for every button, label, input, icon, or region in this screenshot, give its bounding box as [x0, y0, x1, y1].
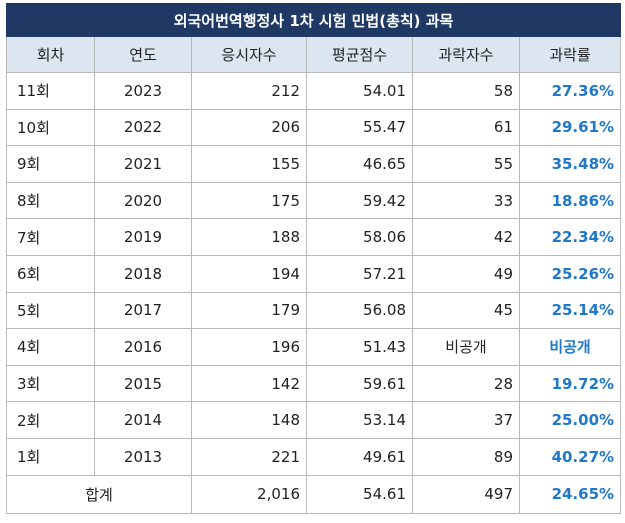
fails-cell: 33: [412, 181, 520, 220]
round-cell: 3회: [6, 364, 95, 403]
round-cell: 7회: [6, 218, 95, 256]
year-cell: 2023: [94, 72, 192, 110]
round-cell: 5회: [6, 291, 95, 330]
average-cell: 55.47: [306, 108, 413, 147]
column-header-year: 연도: [94, 36, 192, 73]
table-title: 외국어번역행정사 1차 시험 민법(총칙) 과목: [5, 3, 622, 37]
round-cell: 4회: [6, 328, 95, 366]
year-cell: 2022: [94, 108, 192, 147]
table-row: 3회 2015 142 59.61 28 19.72%: [6, 364, 622, 403]
average-cell: 57.21: [306, 254, 413, 293]
average-cell: 54.01: [306, 72, 413, 110]
fails-cell: 28: [412, 364, 520, 403]
table-body: 11회 2023 212 54.01 58 27.36% 10회 2022 206 55.47 61…: [6, 72, 622, 476]
column-header-round: 회차: [6, 36, 95, 73]
fail-rate-cell: 35.48%: [518, 145, 622, 183]
total-average: 54.61: [306, 474, 413, 514]
table-row: 9회 2021 155 46.65 55 35.48%: [6, 145, 622, 183]
fail-rate-cell: 29.61%: [518, 108, 622, 147]
table-row: 11회 2023 212 54.01 58 27.36%: [6, 72, 622, 110]
year-cell: 2017: [94, 291, 192, 330]
round-cell: 6회: [6, 254, 95, 293]
average-cell: 53.14: [306, 401, 413, 439]
year-cell: 2019: [94, 218, 192, 256]
examinees-cell: 212: [191, 72, 307, 110]
year-cell: 2018: [94, 254, 192, 293]
round-cell: 11회: [6, 72, 95, 110]
table-row: 4회 2016 196 51.43 비공개 비공개: [6, 328, 622, 366]
fails-cell: 45: [412, 291, 520, 330]
examinees-cell: 142: [191, 364, 307, 403]
column-header-fails: 과락자수: [412, 36, 520, 73]
column-header-average: 평균점수: [306, 36, 413, 73]
examinees-cell: 155: [191, 145, 307, 183]
fail-rate-cell: 19.72%: [518, 364, 622, 403]
round-cell: 2회: [6, 401, 95, 439]
round-cell: 9회: [6, 145, 95, 183]
examinees-cell: 221: [191, 437, 307, 476]
total-row: 합계 2,016 54.61 497 24.65%: [6, 474, 622, 514]
year-cell: 2021: [94, 145, 192, 183]
table-row: 2회 2014 148 53.14 37 25.00%: [6, 401, 622, 439]
year-cell: 2016: [94, 328, 192, 366]
total-fails: 497: [412, 474, 520, 514]
fails-cell: 49: [412, 254, 520, 293]
table-row: 8회 2020 175 59.42 33 18.86%: [6, 181, 622, 220]
average-cell: 46.65: [306, 145, 413, 183]
table-row: 5회 2017 179 56.08 45 25.14%: [6, 291, 622, 330]
year-cell: 2020: [94, 181, 192, 220]
fail-rate-cell: 비공개: [518, 328, 622, 366]
examinees-cell: 148: [191, 401, 307, 439]
fail-rate-cell: 27.36%: [518, 72, 622, 110]
fail-rate-cell: 25.14%: [518, 291, 622, 330]
examinees-cell: 196: [191, 328, 307, 366]
total-fail-rate: 24.65%: [518, 474, 622, 514]
average-cell: 58.06: [306, 218, 413, 256]
stats-table-container: 외국어번역행정사 1차 시험 민법(총칙) 과목 회차 연도 응시자수 평균점수…: [5, 3, 622, 514]
round-cell: 10회: [6, 108, 95, 147]
average-cell: 51.43: [306, 328, 413, 366]
table-row: 10회 2022 206 55.47 61 29.61%: [6, 108, 622, 147]
examinees-cell: 188: [191, 218, 307, 256]
fail-rate-cell: 25.00%: [518, 401, 622, 439]
fails-cell: 61: [412, 108, 520, 147]
table-row: 1회 2013 221 49.61 89 40.27%: [6, 437, 622, 476]
header-row: 회차 연도 응시자수 평균점수 과락자수 과락률: [6, 36, 622, 73]
examinees-cell: 206: [191, 108, 307, 147]
table-row: 7회 2019 188 58.06 42 22.34%: [6, 218, 622, 256]
fails-cell: 55: [412, 145, 520, 183]
table-row: 6회 2018 194 57.21 49 25.26%: [6, 254, 622, 293]
fails-cell: 42: [412, 218, 520, 256]
column-header-fail-rate: 과락률: [518, 36, 622, 73]
exam-stats-table: 외국어번역행정사 1차 시험 민법(총칙) 과목 회차 연도 응시자수 평균점수…: [5, 3, 622, 514]
total-examinees: 2,016: [191, 474, 307, 514]
fail-rate-cell: 18.86%: [518, 181, 622, 220]
examinees-cell: 194: [191, 254, 307, 293]
column-header-examinees: 응시자수: [191, 36, 307, 73]
year-cell: 2014: [94, 401, 192, 439]
fails-cell: 37: [412, 401, 520, 439]
round-cell: 1회: [6, 437, 95, 476]
average-cell: 59.42: [306, 181, 413, 220]
fail-rate-cell: 22.34%: [518, 218, 622, 256]
fail-rate-cell: 25.26%: [518, 254, 622, 293]
examinees-cell: 179: [191, 291, 307, 330]
total-label: 합계: [6, 474, 192, 514]
fails-cell: 58: [412, 72, 520, 110]
fails-cell: 89: [412, 437, 520, 476]
average-cell: 56.08: [306, 291, 413, 330]
fail-rate-cell: 40.27%: [518, 437, 622, 476]
examinees-cell: 175: [191, 181, 307, 220]
round-cell: 8회: [6, 181, 95, 220]
year-cell: 2015: [94, 364, 192, 403]
average-cell: 49.61: [306, 437, 413, 476]
year-cell: 2013: [94, 437, 192, 476]
fails-cell: 비공개: [412, 328, 520, 366]
average-cell: 59.61: [306, 364, 413, 403]
